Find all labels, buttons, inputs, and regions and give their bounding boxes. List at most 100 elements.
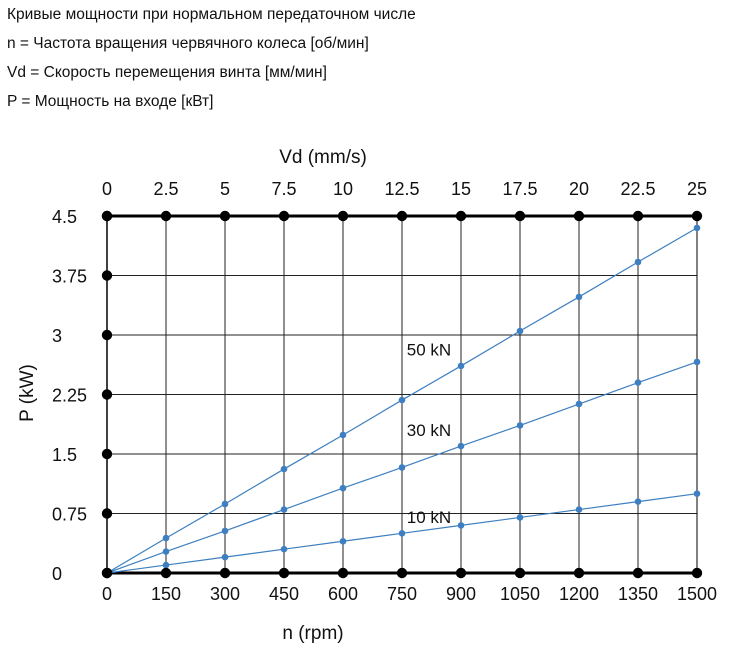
x2-tick-label-7: 17.5 — [502, 179, 537, 199]
y-axis-dot-0 — [101, 567, 113, 579]
data-point-30-kn-10 — [693, 358, 701, 366]
data-point-50-kn-5 — [398, 396, 406, 404]
x-tick-label-0: 0 — [102, 584, 112, 604]
data-point-10-kn-4 — [339, 537, 347, 545]
y-tick-label-6: 4.5 — [52, 207, 77, 227]
series-label-30-kn: 30 kN — [407, 421, 451, 440]
x-axis-dot-bottom-2 — [219, 567, 231, 579]
data-point-30-kn-3 — [280, 506, 288, 513]
x-axis-dot-bottom-1 — [160, 567, 172, 579]
y-axis-dot-4 — [101, 329, 113, 341]
data-point-10-kn-9 — [634, 498, 642, 505]
x-axis-dot-top-10 — [691, 210, 703, 222]
x-axis-dot-top-8 — [573, 210, 585, 222]
x-axis-dot-top-5 — [396, 210, 408, 222]
y-axis-label: P (kW) — [17, 364, 38, 422]
x-axis-dot-top-2 — [219, 210, 231, 222]
x-axis-dot-bottom-9 — [632, 567, 644, 579]
x-axis-dot-bottom-7 — [514, 567, 526, 579]
data-point-50-kn-9 — [634, 258, 642, 266]
x2-tick-label-9: 22.5 — [620, 179, 655, 199]
x2-tick-label-10: 25 — [687, 179, 707, 199]
x2-tick-label-6: 15 — [451, 179, 471, 199]
y-tick-label-5: 3.75 — [52, 267, 87, 287]
x2-tick-label-1: 2.5 — [153, 179, 178, 199]
data-point-10-kn-5 — [398, 530, 406, 537]
x-tick-label-10: 1500 — [677, 584, 717, 604]
data-point-50-kn-1 — [162, 534, 170, 542]
x2-axis-label: Vd (mm/s) — [279, 147, 367, 168]
x-axis-dot-bottom-4 — [337, 567, 349, 579]
data-point-30-kn-6 — [457, 442, 465, 450]
data-point-50-kn-7 — [516, 327, 524, 335]
chart-header-title: Кривые мощности при нормальном передаточ… — [7, 6, 416, 23]
y-tick-label-2: 1.5 — [52, 445, 77, 465]
data-point-50-kn-10 — [693, 224, 701, 232]
y-axis-dot-6 — [101, 210, 113, 222]
x-axis-dot-top-4 — [337, 210, 349, 222]
x2-tick-label-5: 12.5 — [384, 179, 419, 199]
x-tick-label-8: 1200 — [559, 584, 599, 604]
x-axis-dot-top-9 — [632, 210, 644, 222]
x-tick-label-5: 750 — [387, 584, 417, 604]
x2-tick-label-8: 20 — [569, 179, 589, 199]
x-axis-dot-top-6 — [455, 210, 467, 222]
x-axis-dot-bottom-10 — [691, 567, 703, 579]
x-tick-label-2: 300 — [210, 584, 240, 604]
x2-tick-label-4: 10 — [333, 179, 353, 199]
data-point-10-kn-6 — [457, 522, 465, 529]
x-axis-dot-bottom-3 — [278, 567, 290, 579]
data-point-10-kn-2 — [221, 553, 229, 561]
axis-dots — [101, 210, 703, 579]
grid — [106, 214, 698, 575]
x-axis-dot-top-7 — [514, 210, 526, 222]
y-tick-label-0: 0 — [52, 564, 62, 584]
data-point-10-kn-3 — [280, 545, 288, 553]
data-point-30-kn-4 — [339, 484, 347, 492]
x-axis-dot-bottom-6 — [455, 567, 467, 579]
y-axis-dot-1 — [101, 508, 113, 519]
data-point-50-kn-2 — [221, 500, 229, 508]
x-axis-dot-top-1 — [160, 210, 172, 222]
y-tick-label-3: 2.25 — [52, 386, 87, 406]
y-axis-dot-5 — [101, 270, 113, 281]
data-point-30-kn-9 — [634, 379, 642, 386]
series-label-10-kn: 10 kN — [407, 508, 451, 527]
data-point-10-kn-10 — [693, 490, 701, 497]
data-point-30-kn-7 — [516, 422, 524, 429]
data-point-30-kn-1 — [162, 548, 170, 555]
data-point-10-kn-8 — [575, 506, 583, 513]
x-tick-label-4: 600 — [328, 584, 358, 604]
series-lines: 50 kN 30 kN 10 kN — [103, 224, 701, 577]
legend-p-definition: P = Мощность на входе [кВт] — [7, 93, 214, 110]
legend-vd-definition: Vd = Скорость перемещения винта [мм/мин] — [7, 64, 327, 81]
x-axis-dot-top-3 — [278, 210, 290, 222]
data-point-30-kn-2 — [221, 527, 229, 535]
data-point-50-kn-6 — [457, 362, 465, 370]
x-axis-dot-bottom-5 — [396, 567, 408, 579]
data-point-50-kn-8 — [575, 293, 583, 301]
x-axis-label: n (rpm) — [282, 623, 343, 644]
x2-tick-label-3: 7.5 — [271, 179, 296, 199]
data-point-30-kn-5 — [398, 464, 406, 471]
y-axis-dot-3 — [101, 389, 113, 400]
x-tick-label-9: 1350 — [618, 584, 658, 604]
data-point-50-kn-3 — [280, 465, 288, 473]
data-point-50-kn-4 — [339, 431, 347, 439]
y-tick-label-4: 3 — [52, 326, 62, 346]
series-label-50-kn: 50 kN — [407, 341, 451, 360]
legend-n-definition: n = Частота вращения червячного колеса [… — [7, 35, 369, 52]
x-tick-label-1: 150 — [151, 584, 181, 604]
data-point-10-kn-7 — [516, 514, 524, 521]
x2-tick-label-2: 5 — [220, 179, 230, 199]
x-tick-label-7: 1050 — [500, 584, 540, 604]
x-tick-label-3: 450 — [269, 584, 299, 604]
x-axis-dot-bottom-8 — [573, 567, 585, 579]
x2-tick-label-0: 0 — [102, 179, 112, 199]
data-point-10-kn-1 — [162, 561, 170, 569]
y-axis-dot-2 — [101, 448, 113, 460]
y-tick-label-1: 0.75 — [52, 505, 87, 525]
data-point-30-kn-8 — [575, 400, 583, 408]
